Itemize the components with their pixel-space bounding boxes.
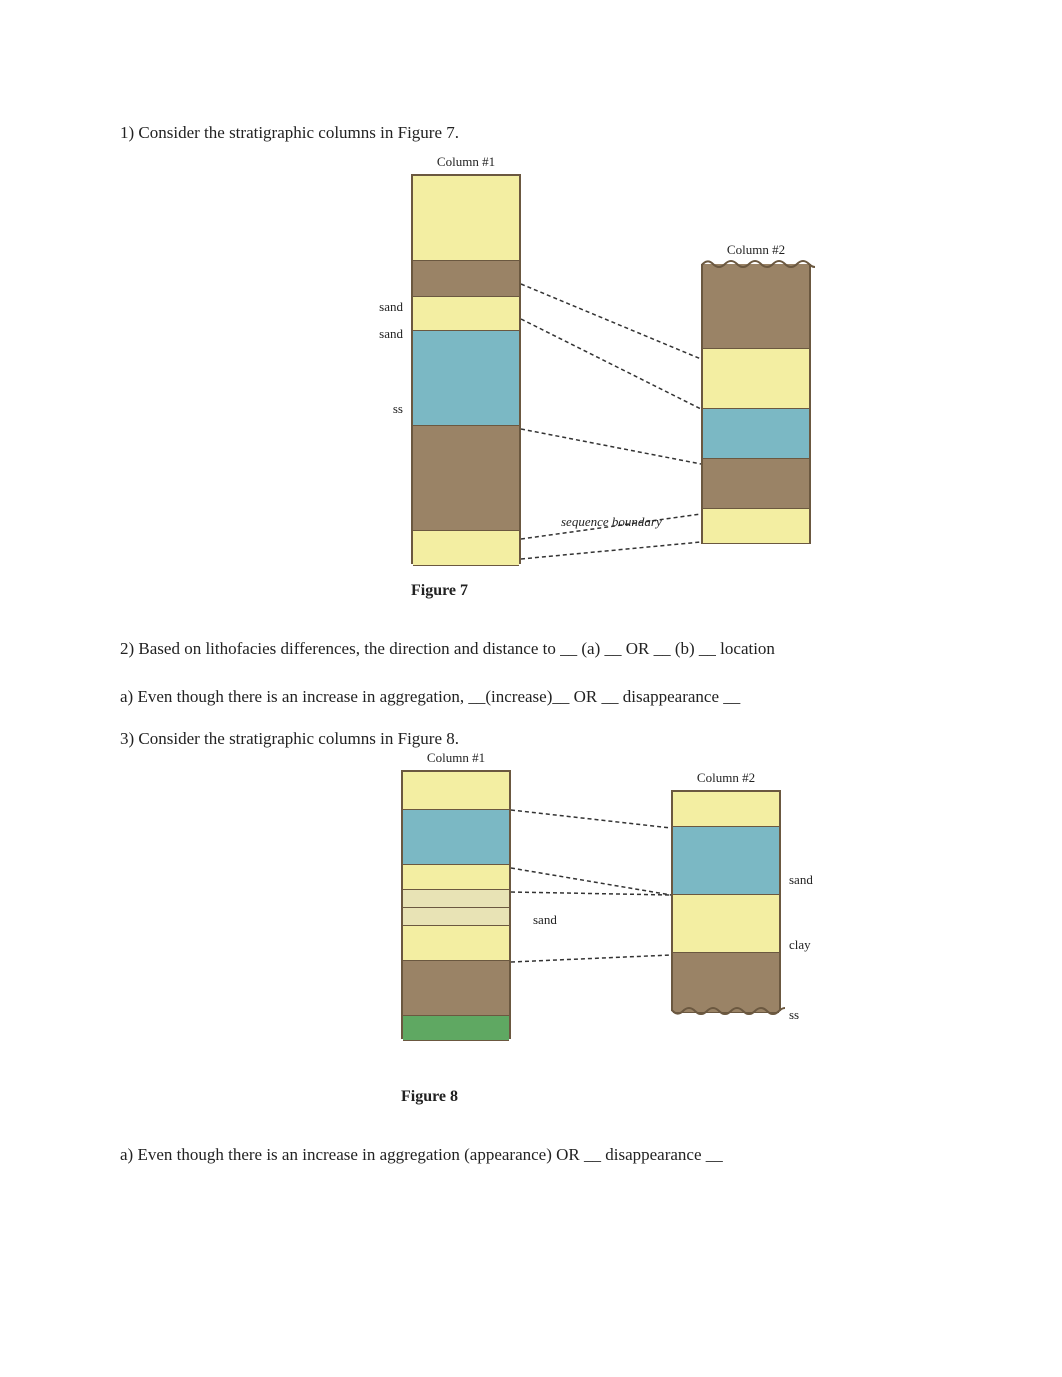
strat-column: Column #2sandclayss — [671, 790, 781, 1011]
figure-caption: Figure 7 — [411, 582, 468, 600]
strat-layer — [403, 961, 509, 1016]
question-3a: a) Even though there is an increase in a… — [120, 1135, 942, 1176]
strat-layer — [403, 908, 509, 926]
question-2-intro: 2) Based on lithofacies differences, the… — [120, 629, 942, 670]
strat-layer — [703, 509, 809, 544]
strat-layer — [673, 792, 779, 827]
strat-layer — [403, 1016, 509, 1041]
strat-layer — [703, 409, 809, 459]
strat-layer — [403, 865, 509, 890]
strat-layer — [673, 895, 779, 953]
strat-layer — [413, 261, 519, 297]
strat-column: Column #1sandsandss — [411, 174, 521, 564]
strat-layer — [413, 176, 519, 261]
strat-layer — [413, 426, 519, 531]
strat-layer — [413, 297, 519, 331]
boundary-label: sequence boundary — [561, 514, 662, 530]
strat-layer — [403, 772, 509, 810]
strat-layer — [413, 531, 519, 566]
column-label: Column #2 — [673, 770, 779, 786]
column-label: Column #1 — [403, 750, 509, 766]
question-1: 1) Consider the stratigraphic columns in… — [120, 120, 942, 146]
strat-layer — [413, 331, 519, 426]
layer-label: sand — [379, 299, 403, 315]
figure-8: Column #1sandColumn #2sandclayssFigure 8 — [211, 770, 851, 1110]
layer-label: ss — [789, 1007, 799, 1023]
figure-7: Column #1sandsandss Column #2 sequence bou… — [211, 164, 851, 604]
question-2a: a) Even though there is an increase in a… — [120, 677, 942, 718]
figure-caption: Figure 8 — [401, 1088, 458, 1106]
strat-layer — [403, 810, 509, 865]
layer-label: sand — [379, 326, 403, 342]
layer-label: ss — [393, 401, 403, 417]
strat-layer — [673, 827, 779, 895]
strat-layer — [703, 264, 809, 349]
question-3: 3) Consider the stratigraphic columns in… — [120, 726, 942, 752]
strat-column: Column #1sand — [401, 770, 511, 1039]
strat-layer — [403, 926, 509, 961]
strat-column: Column #2 — [701, 264, 811, 544]
strat-layer — [403, 890, 509, 908]
strat-layer — [703, 459, 809, 509]
strat-layer — [673, 953, 779, 1013]
column-label: Column #1 — [413, 154, 519, 170]
layer-label: clay — [789, 937, 811, 953]
strat-layer — [703, 349, 809, 409]
layer-label: sand — [789, 872, 813, 888]
bracket-label: sand — [533, 912, 557, 928]
